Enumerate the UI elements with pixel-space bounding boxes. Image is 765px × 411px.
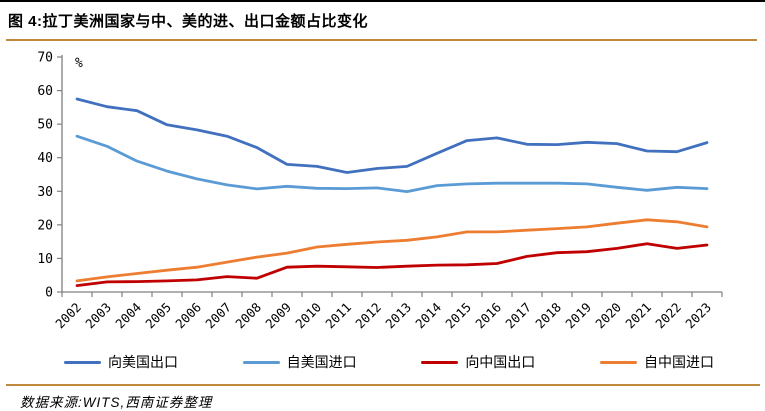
legend-label: 自中国进口 bbox=[643, 354, 714, 370]
y-tick-label: 10 bbox=[37, 252, 53, 267]
footer-divider bbox=[6, 384, 760, 386]
y-tick-label: 30 bbox=[37, 185, 53, 200]
figure-title: 图 4:拉丁美洲国家与中、美的进、出口金额占比变化 bbox=[8, 13, 369, 30]
data-source-note: 数据来源:WITS,西南证券整理 bbox=[20, 395, 213, 410]
y-tick-label: 70 bbox=[37, 51, 53, 66]
x-tick-label: 2009 bbox=[262, 300, 294, 332]
x-tick-label: 2023 bbox=[682, 300, 714, 332]
legend-item-export-to-us: 向美国出口 bbox=[64, 352, 178, 372]
y-tick-label: 50 bbox=[37, 118, 53, 133]
x-tick-label: 2019 bbox=[562, 300, 594, 332]
data-line-3 bbox=[75, 218, 709, 283]
chart-legend: 向美国出口 自美国进口 向中国出口 自中国进口 bbox=[64, 352, 714, 372]
data-line-0 bbox=[75, 97, 709, 174]
legend-item-import-from-china: 自中国进口 bbox=[599, 352, 714, 372]
x-tick-label: 2021 bbox=[622, 300, 654, 332]
x-tick-label: 2006 bbox=[172, 300, 204, 332]
legend-line-icon bbox=[599, 360, 637, 364]
legend-label: 自美国进口 bbox=[286, 354, 357, 370]
x-tick-label: 2020 bbox=[592, 300, 624, 332]
y-axis-unit: % bbox=[75, 56, 83, 71]
legend-label: 向美国出口 bbox=[108, 354, 178, 370]
legend-item-import-from-us: 自美国进口 bbox=[242, 352, 357, 372]
x-tick-label: 2016 bbox=[472, 300, 504, 332]
legend-line-icon bbox=[421, 360, 459, 364]
title-divider bbox=[6, 39, 757, 41]
data-line-2 bbox=[75, 242, 709, 288]
data-line-1 bbox=[75, 134, 709, 194]
x-tick-label: 2018 bbox=[532, 300, 564, 332]
x-tick-label: 2017 bbox=[502, 300, 534, 332]
x-tick-label: 2010 bbox=[292, 300, 324, 332]
x-tick-label: 2012 bbox=[352, 300, 384, 332]
y-tick-label: 40 bbox=[37, 151, 53, 166]
x-tick-label: 2011 bbox=[322, 300, 354, 332]
x-tick-label: 2003 bbox=[82, 300, 114, 332]
y-tick-label: 60 bbox=[37, 84, 53, 99]
line-chart: 0 10 20 30 40 50 60 70 % 200220032004200520062007… bbox=[37, 51, 723, 332]
x-tick-label: 2005 bbox=[142, 300, 174, 332]
x-tick-label: 2007 bbox=[202, 300, 234, 332]
x-tick-label: 2014 bbox=[412, 300, 444, 332]
x-tick-label: 2022 bbox=[652, 300, 684, 332]
y-tick-label: 20 bbox=[37, 218, 53, 233]
x-tick-label: 2002 bbox=[52, 300, 84, 332]
x-tick-label: 2013 bbox=[382, 300, 414, 332]
x-tick-label: 2004 bbox=[112, 300, 144, 332]
legend-label: 向中国出口 bbox=[465, 354, 536, 370]
legend-line-icon bbox=[242, 360, 280, 364]
x-tick-label: 2015 bbox=[442, 300, 474, 332]
y-tick-label: 0 bbox=[45, 286, 53, 301]
legend-item-export-to-china: 向中国出口 bbox=[421, 352, 535, 372]
legend-line-icon bbox=[64, 360, 101, 364]
x-tick-label: 2008 bbox=[232, 300, 264, 332]
